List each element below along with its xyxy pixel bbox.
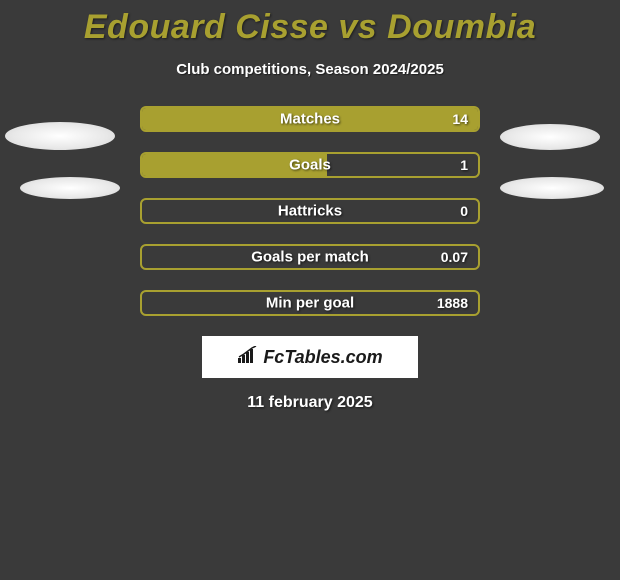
stat-label: Goals per match xyxy=(251,249,369,266)
stat-row-goals-per-match: Goals per match 0.07 xyxy=(140,244,480,270)
stat-value: 1 xyxy=(460,157,468,173)
chart-icon xyxy=(237,346,259,369)
logo: FcTables.com xyxy=(237,346,382,369)
date-label: 11 february 2025 xyxy=(0,394,620,412)
stat-label: Min per goal xyxy=(266,295,354,312)
decorative-ellipse xyxy=(5,122,115,150)
stat-row-min-per-goal: Min per goal 1888 xyxy=(140,290,480,316)
page-title: Edouard Cisse vs Doumbia xyxy=(0,8,620,47)
stat-value: 0.07 xyxy=(441,249,468,265)
stat-row-matches: Matches 14 xyxy=(140,106,480,132)
stat-value: 14 xyxy=(452,111,468,127)
stat-label: Matches xyxy=(280,111,340,128)
stat-value: 0 xyxy=(460,203,468,219)
page-subtitle: Club competitions, Season 2024/2025 xyxy=(0,61,620,78)
stat-bars: Matches 14 Goals 1 Hattricks 0 Goals per… xyxy=(140,106,480,316)
stat-label: Hattricks xyxy=(278,203,342,220)
comparison-card: Edouard Cisse vs Doumbia Club competitio… xyxy=(0,0,620,412)
logo-box: FcTables.com xyxy=(202,336,418,378)
stat-row-hattricks: Hattricks 0 xyxy=(140,198,480,224)
decorative-ellipse xyxy=(500,177,604,199)
stat-label: Goals xyxy=(289,157,331,174)
decorative-ellipse xyxy=(20,177,120,199)
logo-text: FcTables.com xyxy=(263,347,382,368)
stat-row-goals: Goals 1 xyxy=(140,152,480,178)
decorative-ellipse xyxy=(500,124,600,150)
stat-value: 1888 xyxy=(437,295,468,311)
